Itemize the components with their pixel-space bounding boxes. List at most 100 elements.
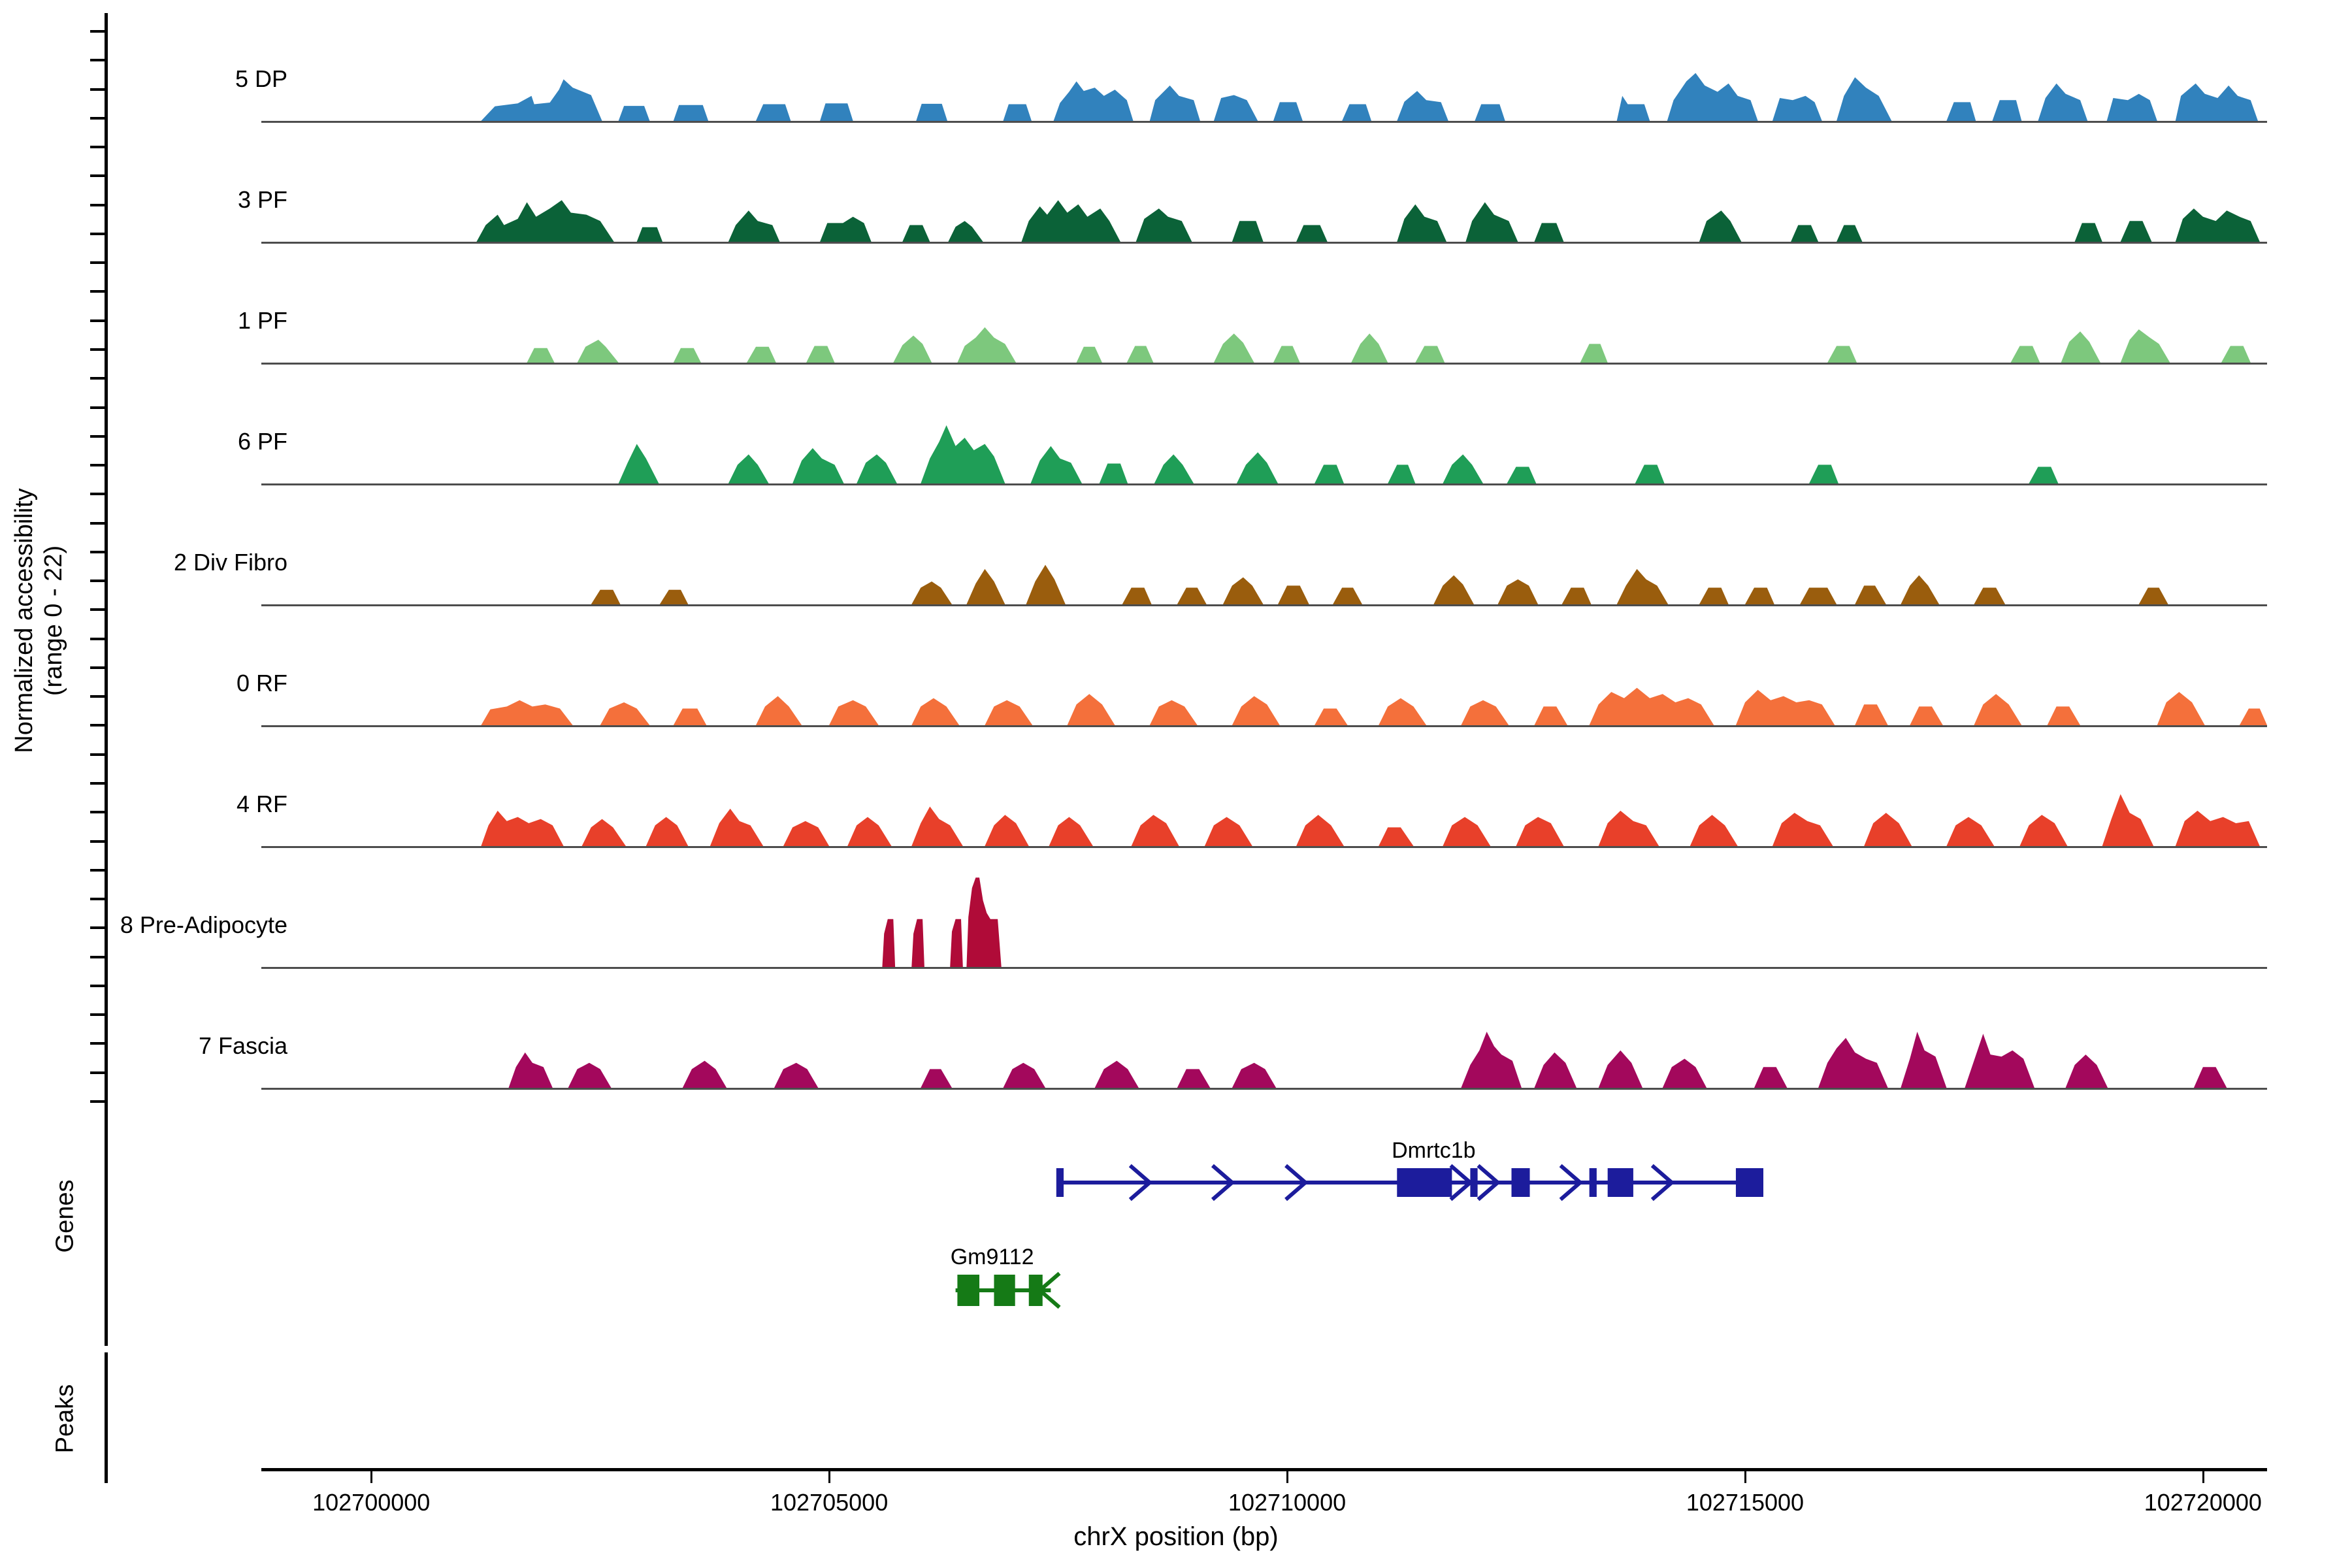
y-axis-tick <box>90 146 105 149</box>
x-axis-tick <box>1744 1471 1746 1483</box>
gene-exon <box>1735 1168 1763 1197</box>
y-axis-tick <box>90 898 105 901</box>
accessibility-track: 1 PF <box>0 261 2352 382</box>
x-axis-tick-label: 102705000 <box>770 1489 889 1516</box>
y-axis-tick <box>90 580 105 583</box>
y-axis-tick <box>90 406 105 409</box>
track-label: 8 Pre-Adipocyte <box>120 911 287 938</box>
coverage-path <box>591 564 2168 604</box>
accessibility-track: 8 Pre-Adipocyte <box>0 866 2352 987</box>
accessibility-track: 2 Div Fibro <box>0 503 2352 624</box>
x-axis-ticks: 102700000 102705000 102710000 102715000 1027… <box>0 1468 2352 1560</box>
gene-exon <box>1470 1168 1478 1197</box>
gene-exon <box>1056 1168 1064 1197</box>
y-axis-tick <box>90 637 105 640</box>
track-label: 3 PF <box>237 186 287 213</box>
gene-name-label: Gm9112 <box>950 1245 1034 1269</box>
coverage-area <box>591 564 2168 604</box>
peaks-track <box>0 1352 2352 1483</box>
gene-strand-arrow <box>1449 1164 1473 1201</box>
track-label: 2 Div Fibro <box>173 549 287 576</box>
accessibility-track: 0 RF <box>0 624 2352 745</box>
gene-name-label: Dmrtc1b <box>1392 1138 1476 1163</box>
y-axis-tick <box>90 319 105 322</box>
coverage-path <box>476 200 2260 242</box>
coverage-path <box>618 425 2059 483</box>
track-baseline <box>261 967 2267 969</box>
coverage-area <box>481 73 2259 121</box>
gene-exon <box>1607 1168 1633 1197</box>
y-axis-tick <box>90 30 105 33</box>
y-axis-tick <box>90 290 105 293</box>
y-axis-tick <box>90 550 105 553</box>
coverage-path <box>481 73 2259 121</box>
accessibility-track: 4 RF <box>0 745 2352 866</box>
coverage-area <box>481 687 2268 725</box>
coverage-area <box>476 200 2260 242</box>
y-axis-tick <box>90 377 105 380</box>
x-axis-tick-label: 102720000 <box>2144 1489 2262 1516</box>
track-baseline <box>261 604 2267 606</box>
track-baseline <box>261 846 2267 848</box>
y-axis-tick <box>90 984 105 987</box>
track-baseline <box>261 1088 2267 1090</box>
y-axis-tick <box>90 493 105 496</box>
track-label: 1 PF <box>237 307 287 334</box>
track-baseline <box>261 363 2267 365</box>
x-axis-tick <box>2202 1471 2204 1483</box>
y-axis-tick <box>90 1100 105 1103</box>
y-axis-tick <box>90 116 105 120</box>
peaks-section-spine <box>105 1352 108 1483</box>
y-axis-tick <box>90 174 105 178</box>
genes-track: Dmrtc1b Gm9112 <box>0 1111 2352 1346</box>
coverage-path <box>527 327 2251 363</box>
accessibility-tracks: 5 DP 3 PF 1 PF 6 PF 2 Div Fibro 0 RF 4 RF 8 Pre… <box>0 20 2352 1107</box>
x-axis-tick-label: 102710000 <box>1228 1489 1347 1516</box>
coverage-area <box>481 794 2260 846</box>
y-axis-tick <box>90 88 105 91</box>
gene-exon <box>957 1275 980 1306</box>
y-axis-tick <box>90 608 105 612</box>
gene-strand-arrow <box>1477 1164 1501 1201</box>
gene-strand-arrow <box>1128 1164 1153 1201</box>
track-baseline <box>261 121 2267 123</box>
coverage-path <box>508 1032 2227 1088</box>
track-label: 0 RF <box>236 670 287 696</box>
coverage-area <box>527 327 2251 363</box>
gene-exon <box>1028 1275 1043 1306</box>
coverage-path <box>481 687 2268 725</box>
y-axis-tick <box>90 434 105 438</box>
x-axis-tick-label: 102700000 <box>312 1489 431 1516</box>
y-axis-tick <box>90 232 105 235</box>
gene-exon <box>1397 1168 1452 1197</box>
y-axis-tick <box>90 1013 105 1017</box>
y-axis-tick <box>90 666 105 669</box>
accessibility-track: 5 DP <box>0 20 2352 140</box>
track-label: 4 RF <box>236 791 287 817</box>
gene-exon <box>1511 1168 1530 1197</box>
y-axis-tick <box>90 59 105 62</box>
y-axis-tick <box>90 926 105 930</box>
y-axis-tick <box>90 782 105 785</box>
y-axis-tick <box>90 753 105 756</box>
track-label: 5 DP <box>235 65 287 92</box>
y-axis-tick <box>90 1071 105 1074</box>
y-axis-tick <box>90 724 105 727</box>
accessibility-track: 7 Fascia <box>0 987 2352 1107</box>
track-label: 7 Fascia <box>198 1032 287 1059</box>
y-axis-tick <box>90 955 105 958</box>
coverage-path <box>481 794 2260 846</box>
y-axis-tick <box>90 464 105 467</box>
gene-strand-arrow <box>1559 1164 1584 1201</box>
coverage-area <box>618 425 2059 483</box>
y-axis-tick <box>90 695 105 698</box>
coverage-area <box>508 1032 2227 1088</box>
y-axis-tick <box>90 203 105 206</box>
x-axis-title: chrX position (bp) <box>1073 1522 1279 1551</box>
x-axis-line <box>261 1468 2267 1471</box>
genes-section-spine <box>105 1111 108 1346</box>
coverage-path <box>882 877 1002 967</box>
y-axis-tick <box>90 811 105 814</box>
track-baseline <box>261 242 2267 244</box>
